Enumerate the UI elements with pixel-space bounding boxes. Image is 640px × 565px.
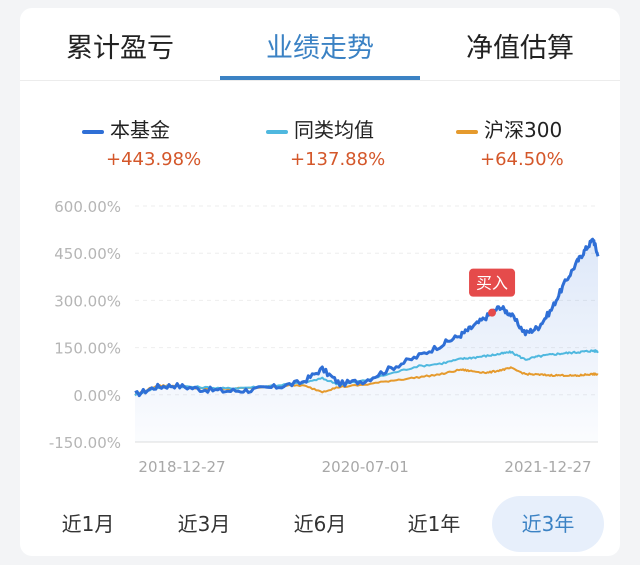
legend-value-csi300: +64.50% xyxy=(480,149,564,170)
fund-area-fill xyxy=(135,239,598,442)
legend-label-fund: 本基金 xyxy=(110,118,170,142)
series-line-0 xyxy=(134,237,600,398)
legend-swatch-peer xyxy=(266,129,288,134)
tab-bar: 累计盈亏 业绩走势 净值估算 xyxy=(20,8,620,81)
legend-swatch-fund xyxy=(82,129,104,134)
legend-label-csi300: 沪深300 xyxy=(484,118,563,142)
y-tick-label: 600.00% xyxy=(54,198,121,216)
performance-card: 累计盈亏 业绩走势 净值估算 本基金 +443.98% 同类均值 +137.88… xyxy=(20,8,620,556)
legend-swatch-csi300 xyxy=(456,129,478,134)
buy-marker-badge xyxy=(469,268,516,297)
x-tick-label: 2020-07-01 xyxy=(322,458,409,476)
tab-performance-trend[interactable]: 业绩走势 xyxy=(266,33,374,64)
tab-cumulative-pnl[interactable]: 累计盈亏 xyxy=(66,33,174,64)
y-axis-ticks: 600.00% 450.00% 300.00% 150.00% 0.00% -150.00… xyxy=(49,198,121,452)
y-tick-label: -150.00% xyxy=(49,434,121,452)
tab-nav-estimate[interactable]: 净值估算 xyxy=(466,33,574,64)
legend-peer-average[interactable]: 同类均值 +137.88% xyxy=(266,114,385,170)
y-tick-label: 0.00% xyxy=(73,387,121,405)
buy-marker-label: 买入 xyxy=(476,274,508,293)
x-tick-label: 2021-12-27 xyxy=(504,458,591,476)
y-tick-label: 300.00% xyxy=(54,292,121,310)
buy-marker[interactable]: 买入 xyxy=(469,268,516,317)
range-6m[interactable]: 近6月 xyxy=(293,512,347,536)
range-1m[interactable]: 近1月 xyxy=(61,512,115,536)
buy-marker-dot xyxy=(488,308,497,317)
performance-chart[interactable]: 600.00% 450.00% 300.00% 150.00% 0.00% -150.00… xyxy=(20,188,620,478)
legend-csi300[interactable]: 沪深300 +64.50% xyxy=(456,114,564,170)
legend-fund[interactable]: 本基金 +443.98% xyxy=(82,114,201,170)
x-tick-label: 2018-12-27 xyxy=(138,458,225,476)
legend-value-fund: +443.98% xyxy=(106,149,202,170)
legend-value-peer: +137.88% xyxy=(290,149,386,170)
x-axis-ticks: 2018-12-27 2020-07-01 2021-12-27 xyxy=(138,458,591,476)
range-1y[interactable]: 近1年 xyxy=(407,512,461,536)
y-tick-label: 450.00% xyxy=(54,245,121,263)
range-3y[interactable]: 近3年 xyxy=(492,496,604,552)
legend-label-peer: 同类均值 xyxy=(294,118,374,142)
range-3m[interactable]: 近3月 xyxy=(177,512,231,536)
y-tick-label: 150.00% xyxy=(54,340,121,358)
active-tab-indicator xyxy=(220,76,420,80)
series-lines xyxy=(134,237,600,398)
